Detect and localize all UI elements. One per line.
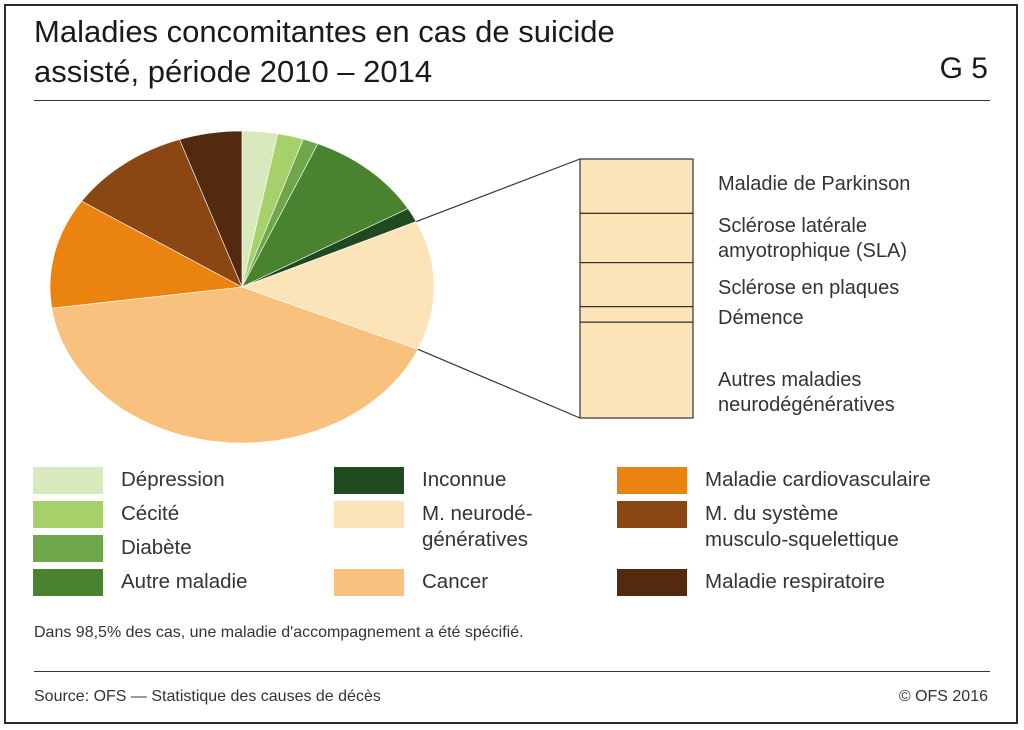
- header-rule: [34, 100, 990, 101]
- chart-frame: [4, 4, 1018, 724]
- chart-title-line1: Maladies concomitantes en cas de suicide: [34, 14, 615, 49]
- legend-item-m-neurode-generatives: M. neurodé- génératives: [334, 501, 722, 553]
- legend-swatch: [334, 467, 404, 494]
- source-text: Source: OFS — Statistique des causes de …: [34, 688, 381, 705]
- connector-bottom: [417, 348, 581, 419]
- legend-swatch: [334, 501, 404, 528]
- connector-top: [416, 158, 581, 223]
- legend-swatch: [33, 569, 103, 596]
- footer-rule: [34, 671, 990, 672]
- pie: [49, 130, 435, 444]
- chart-title: Maladies concomitantes en cas de suicide…: [34, 12, 894, 92]
- legend-label: Maladie cardiovasculaire: [705, 468, 931, 491]
- pie-slice-m-neurodegeneratives: [241, 221, 435, 350]
- legend-item-cancer: Cancer: [334, 569, 722, 596]
- breakdown-label-sclerose-en-plaques: Sclérose en plaques: [718, 277, 900, 299]
- legend-swatch: [617, 467, 687, 494]
- pie-slice-cancer: [51, 286, 419, 444]
- legend-label: Inconnue: [422, 468, 507, 491]
- legend-swatch: [617, 501, 687, 528]
- legend-swatch: [334, 569, 404, 596]
- legend-item-maladie-respiratoire: Maladie respiratoire: [617, 569, 1005, 596]
- breakdown-connectors: [416, 158, 581, 419]
- legend-label: Cancer: [422, 570, 489, 593]
- breakdown-label-maladie-de-parkinson: Maladie de Parkinson: [718, 173, 911, 195]
- legend-item-cecite: Cécité: [33, 501, 421, 528]
- pie-slice-autre-maladie: [241, 143, 409, 288]
- breakdown-segment-sclerose-laterale-amyotrophique-sla: [579, 212, 694, 264]
- legend-label: M. du système musculo-squelettique: [705, 502, 899, 551]
- legend-item-autre-maladie: Autre maladie: [33, 569, 421, 596]
- footnote: Dans 98,5% des cas, une maladie d'accomp…: [34, 624, 524, 641]
- legend-label: M. neurodé- génératives: [422, 502, 533, 551]
- legend-label: Cécité: [121, 502, 180, 525]
- breakdown-segment-demence: [579, 306, 694, 323]
- legend-item-m-du-systeme-musculo-squelettique: M. du système musculo-squelettique: [617, 501, 1005, 553]
- pie-slice-m-du-systeme-musculo-squelettique: [81, 139, 243, 288]
- breakdown-bar: [579, 158, 694, 419]
- breakdown-segment-sclerose-en-plaques: [579, 262, 694, 308]
- breakdown-segment-autres-maladies-neurodegeneratives: [579, 321, 694, 419]
- pie-slice-maladie-cardiovasculaire: [49, 200, 243, 309]
- legend-item-depression: Dépression: [33, 467, 421, 494]
- legend-label: Maladie respiratoire: [705, 570, 886, 593]
- legend-swatch: [33, 535, 103, 562]
- legend-label: Dépression: [121, 468, 225, 491]
- breakdown-label-demence: Démence: [718, 307, 804, 329]
- legend-swatch: [33, 501, 103, 528]
- legend-swatch: [33, 467, 103, 494]
- chart-code: G 5: [939, 52, 988, 85]
- copyright-text: © OFS 2016: [898, 688, 988, 705]
- pie-slice-maladie-respiratoire: [179, 130, 243, 288]
- breakdown-label-sclerose-laterale-amyotrophique-sla: Sclérose latérale amyotrophique (SLA): [718, 215, 907, 262]
- legend-label: Diabète: [121, 536, 192, 559]
- chart-title-line2: assisté, période 2010 – 2014: [34, 54, 433, 89]
- legend-item-maladie-cardiovasculaire: Maladie cardiovasculaire: [617, 467, 1005, 494]
- legend-label: Autre maladie: [121, 570, 248, 593]
- breakdown-label-autres-maladies-neurodegeneratives: Autres maladies neurodégénératives: [718, 369, 895, 416]
- legend-item-inconnue: Inconnue: [334, 467, 722, 494]
- legend-item-diabete: Diabète: [33, 535, 421, 562]
- breakdown-segment-maladie-de-parkinson: [579, 158, 694, 214]
- legend-swatch: [617, 569, 687, 596]
